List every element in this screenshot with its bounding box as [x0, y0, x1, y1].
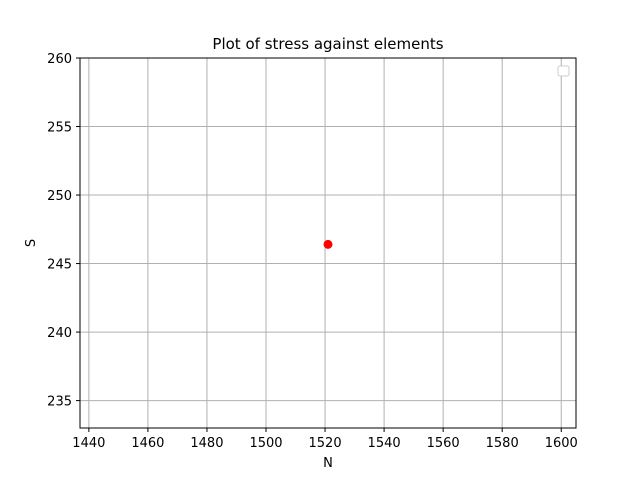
grid: [80, 57, 576, 428]
x-tick-label: 1600: [545, 436, 578, 451]
y-tick-label: 245: [47, 258, 72, 273]
x-tick-label: 1500: [249, 436, 282, 451]
x-tick-label: 1480: [190, 436, 223, 451]
y-tick-label: 255: [47, 121, 72, 136]
x-tick-label: 1520: [309, 436, 342, 451]
y-axis-label: S: [24, 239, 39, 247]
x-axis-label: N: [323, 456, 333, 471]
plot-frame: [79, 57, 577, 429]
y-tick-label: 250: [47, 189, 72, 204]
y-tick-label: 260: [47, 52, 72, 67]
x-tick-label: 1460: [131, 436, 164, 451]
x-tick-label: 1440: [72, 436, 105, 451]
legend-box: [557, 65, 570, 77]
chart-title: Plot of stress against elements: [212, 35, 443, 53]
x-tick-label: 1540: [368, 436, 401, 451]
axis-ticks: 1440 1460 1480 1500 1520 1540 1560 1580 1600 235 2…: [47, 52, 578, 451]
x-tick-label: 1560: [427, 436, 460, 451]
y-tick-label: 240: [47, 326, 72, 341]
data-points: [323, 239, 333, 249]
data-point: [323, 239, 333, 249]
x-tick-label: 1580: [486, 436, 519, 451]
y-tick-label: 235: [47, 395, 72, 410]
